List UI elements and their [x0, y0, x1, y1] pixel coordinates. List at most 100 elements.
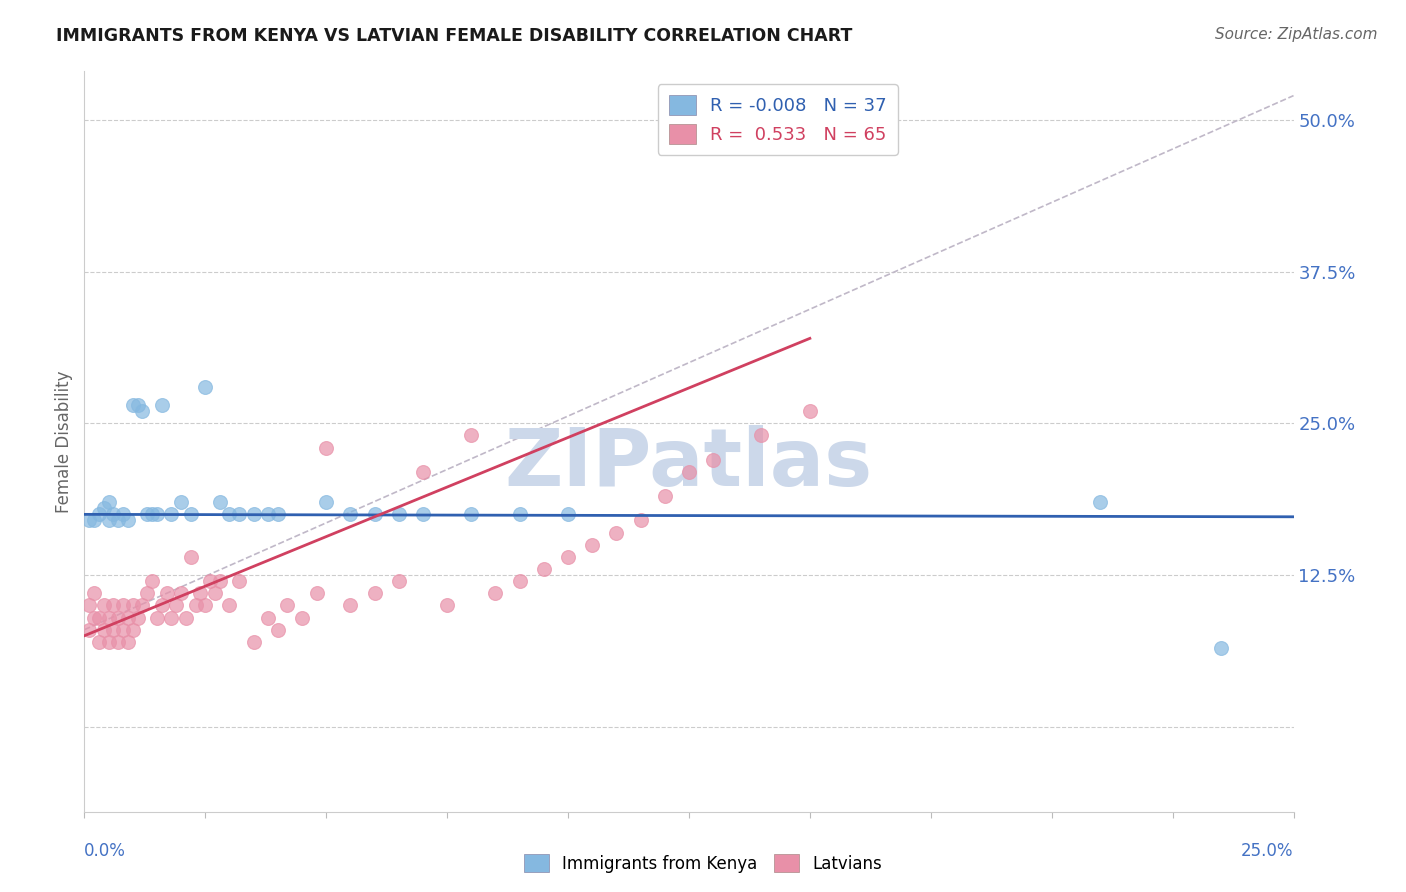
Y-axis label: Female Disability: Female Disability: [55, 370, 73, 513]
Point: [412, 465, 434, 479]
Legend: R = -0.008   N = 37, R =  0.533   N = 65: R = -0.008 N = 37, R = 0.533 N = 65: [658, 84, 897, 154]
Point: [93, 623, 115, 637]
Point: [83, 513, 105, 527]
Point: [146, 508, 169, 522]
Point: [97, 635, 120, 649]
Point: [107, 635, 129, 649]
Point: [339, 599, 361, 613]
Point: [605, 525, 627, 540]
Text: IMMIGRANTS FROM KENYA VS LATVIAN FEMALE DISABILITY CORRELATION CHART: IMMIGRANTS FROM KENYA VS LATVIAN FEMALE …: [56, 27, 852, 45]
Point: [112, 623, 135, 637]
Point: [198, 574, 221, 588]
Point: [363, 586, 385, 600]
Point: [141, 508, 163, 522]
Point: [533, 562, 555, 576]
Point: [678, 465, 700, 479]
Point: [93, 501, 115, 516]
Point: [242, 635, 264, 649]
Point: [267, 508, 290, 522]
Point: [150, 398, 173, 412]
Point: [257, 610, 280, 624]
Point: [315, 441, 337, 455]
Point: [117, 513, 139, 527]
Point: [218, 508, 240, 522]
Point: [136, 508, 159, 522]
Point: [305, 586, 328, 600]
Point: [112, 508, 135, 522]
Text: 25.0%: 25.0%: [1241, 842, 1294, 860]
Point: [630, 513, 652, 527]
Point: [97, 610, 120, 624]
Point: [103, 508, 125, 522]
Point: [160, 610, 183, 624]
Point: [557, 508, 579, 522]
Point: [155, 586, 177, 600]
Point: [77, 513, 100, 527]
Point: [388, 574, 411, 588]
Point: [112, 599, 135, 613]
Point: [170, 495, 193, 509]
Point: [218, 599, 240, 613]
Point: [190, 586, 212, 600]
Point: [436, 599, 458, 613]
Point: [97, 495, 120, 509]
Point: [257, 508, 280, 522]
Point: [131, 599, 153, 613]
Point: [180, 549, 202, 564]
Point: [412, 508, 434, 522]
Text: ZIPatlas: ZIPatlas: [505, 425, 873, 503]
Point: [136, 586, 159, 600]
Point: [174, 610, 197, 624]
Point: [194, 380, 217, 394]
Point: [581, 538, 603, 552]
Point: [121, 623, 143, 637]
Point: [509, 574, 531, 588]
Point: [87, 610, 110, 624]
Point: [83, 586, 105, 600]
Point: [117, 610, 139, 624]
Point: [509, 508, 531, 522]
Point: [204, 586, 226, 600]
Point: [242, 508, 264, 522]
Point: [267, 623, 290, 637]
Point: [165, 599, 187, 613]
Point: [702, 452, 724, 467]
Point: [388, 508, 411, 522]
Point: [93, 599, 115, 613]
Point: [460, 428, 482, 442]
Point: [291, 610, 314, 624]
Point: [117, 635, 139, 649]
Point: [141, 574, 163, 588]
Point: [121, 599, 143, 613]
Point: [557, 549, 579, 564]
Point: [121, 398, 143, 412]
Point: [339, 508, 361, 522]
Point: [160, 508, 183, 522]
Point: [170, 586, 193, 600]
Text: Source: ZipAtlas.com: Source: ZipAtlas.com: [1215, 27, 1378, 42]
Point: [276, 599, 298, 613]
Point: [131, 404, 153, 418]
Point: [1088, 495, 1111, 509]
Point: [127, 610, 149, 624]
Point: [127, 398, 149, 412]
Point: [484, 586, 506, 600]
Point: [87, 635, 110, 649]
Point: [799, 404, 821, 418]
Point: [77, 623, 100, 637]
Point: [87, 508, 110, 522]
Text: 0.0%: 0.0%: [84, 842, 127, 860]
Point: [228, 508, 250, 522]
Point: [146, 610, 169, 624]
Point: [107, 610, 129, 624]
Point: [1209, 640, 1232, 655]
Point: [363, 508, 385, 522]
Point: [228, 574, 250, 588]
Point: [184, 599, 207, 613]
Legend: Immigrants from Kenya, Latvians: Immigrants from Kenya, Latvians: [517, 847, 889, 880]
Point: [194, 599, 217, 613]
Point: [150, 599, 173, 613]
Point: [208, 495, 231, 509]
Point: [315, 495, 337, 509]
Point: [751, 428, 773, 442]
